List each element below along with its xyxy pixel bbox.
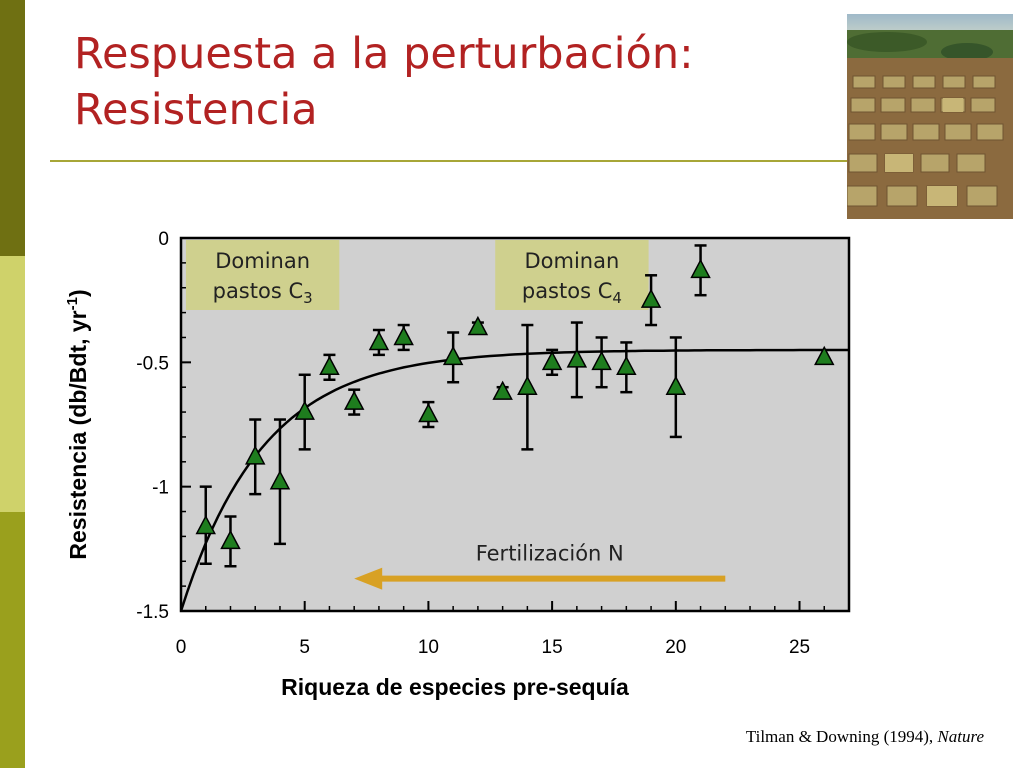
y-axis-title-superscript: -1 — [64, 297, 81, 310]
data-point-triangle — [492, 380, 513, 400]
data-point-triangle — [244, 445, 266, 465]
field-plots-photo — [847, 14, 1013, 219]
annotation-c4-box-line1: Dominan — [524, 249, 619, 273]
data-point-triangle — [517, 375, 538, 395]
data-point-triangle — [814, 345, 835, 366]
x-tick-label: 5 — [299, 637, 310, 658]
data-point-triangle — [566, 348, 588, 368]
y-tick-label: -1.5 — [136, 602, 169, 623]
data-point-triangle — [616, 355, 637, 376]
data-point-triangle — [294, 400, 315, 420]
annotation-c3-box-subscript: 3 — [303, 289, 313, 307]
annotation-c4-box-subscript: 4 — [612, 289, 622, 307]
citation-journal: Nature — [937, 727, 984, 746]
y-tick-label: 0 — [158, 229, 169, 250]
fit-curve — [179, 348, 849, 612]
x-tick-label: 10 — [418, 637, 439, 658]
x-tick-label: 0 — [176, 637, 187, 658]
x-tick-label: 25 — [789, 637, 810, 658]
data-point-triangle — [442, 345, 464, 366]
x-tick-label: 20 — [665, 637, 686, 658]
data-point-triangle — [195, 514, 216, 535]
data-point-triangle — [690, 258, 711, 279]
data-point-triangle — [541, 350, 563, 371]
y-tick-label: -0.5 — [136, 353, 169, 374]
slide-title-line2: Resistencia — [74, 85, 318, 135]
data-point-triangle — [220, 529, 241, 550]
side-bar-middle — [0, 256, 25, 512]
data-point-triangle — [269, 470, 291, 490]
side-bar-bottom — [0, 512, 25, 768]
data-point-triangle — [665, 375, 687, 395]
citation: Tilman & Downing (1994), Nature — [746, 727, 984, 747]
data-point-triangle — [591, 350, 612, 371]
y-axis-title: Resistencia (db/Bdt, yr-1) — [64, 289, 91, 559]
data-point-triangle — [640, 288, 662, 308]
data-point-triangle — [418, 402, 439, 423]
annotation-c4-box-line2: pastos C4 — [522, 279, 622, 307]
slide-title-line1: Respuesta a la perturbación: — [74, 29, 694, 79]
fertilization-arrow-head — [354, 567, 383, 590]
annotation-c3-box-line2: pastos C3 — [213, 279, 313, 307]
slide-title: Respuesta a la perturbación: Resistencia — [74, 26, 834, 138]
x-tick-label: 15 — [542, 637, 563, 658]
side-bar-top — [0, 0, 25, 256]
data-point-triangle — [393, 325, 414, 346]
y-tick-label: -1 — [152, 478, 169, 499]
data-point-triangle — [368, 330, 390, 351]
y-axis-title-close: ) — [65, 289, 91, 297]
x-axis-title: Riqueza de especies pre-sequía — [281, 674, 629, 700]
title-divider — [50, 160, 850, 162]
fertilization-arrow-label: Fertilización N — [476, 542, 624, 566]
data-point-triangle — [343, 390, 365, 410]
data-point-triangle — [319, 355, 340, 376]
data-point-triangle — [467, 315, 489, 336]
annotation-c3-box-line1: Dominan — [215, 249, 310, 273]
annotation-c3-box — [185, 240, 340, 310]
citation-authors: Tilman & Downing (1994), — [745, 727, 938, 746]
annotation-c4-box — [495, 240, 649, 310]
